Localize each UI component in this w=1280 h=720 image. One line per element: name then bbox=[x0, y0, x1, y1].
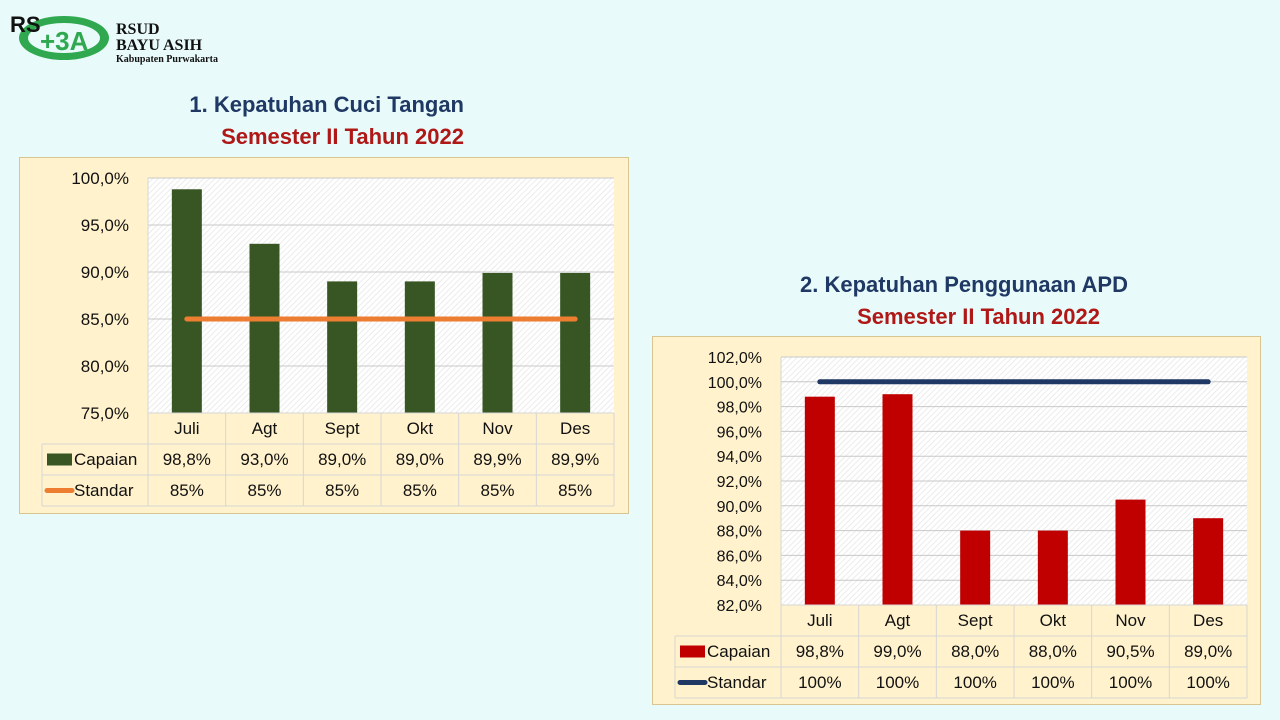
chart2-ytick-label: 84,0% bbox=[717, 573, 762, 590]
chart2-standar-value: 100% bbox=[876, 673, 919, 692]
chart1-ytick-label: 100,0% bbox=[71, 169, 129, 188]
chart1-capaian-value: 98,8% bbox=[163, 450, 211, 469]
chart1-bar-nov bbox=[482, 272, 513, 413]
chart2-standar-value: 100% bbox=[1031, 673, 1074, 692]
chart1-bar-juli bbox=[171, 189, 202, 413]
chart2-ytick-label: 96,0% bbox=[717, 424, 762, 441]
chart1-legend-capaian-swatch bbox=[47, 453, 72, 466]
chart1-plot-area bbox=[148, 178, 614, 413]
chart1-ytick-label: 80,0% bbox=[81, 357, 129, 376]
chart2-capaian-value: 88,0% bbox=[951, 642, 999, 661]
chart1-subtitle: Semester II Tahun 2022 bbox=[221, 124, 464, 149]
chart1-legend-standar-label: Standar bbox=[74, 481, 134, 500]
chart2-ytick-label: 94,0% bbox=[717, 449, 762, 466]
logo-line2: BAYU ASIH bbox=[116, 37, 203, 54]
svg-text:+3A: +3A bbox=[40, 26, 89, 56]
chart1-legend-capaian-label: Capaian bbox=[74, 450, 137, 469]
chart2-legend-capaian-swatch bbox=[680, 645, 705, 658]
chart1-category-label: Nov bbox=[482, 419, 513, 438]
chart1-ytick-label: 90,0% bbox=[81, 263, 129, 282]
chart2-standar-value: 100% bbox=[1109, 673, 1152, 692]
hospital-logo: RS +3A RSUD BAYU ASIH Kabupaten Purwakar… bbox=[6, 10, 236, 65]
chart2-panel: 82,0% 84,0% 86,0% 88,0% 90,0% 92,0% 94,0% 96,0%… bbox=[652, 336, 1261, 705]
chart2-bar-sept bbox=[960, 530, 991, 605]
chart2-category-label: Agt bbox=[885, 611, 911, 630]
chart2-category-label: Des bbox=[1193, 611, 1223, 630]
chart1-standar-value: 85% bbox=[480, 481, 514, 500]
chart2-ytick-label: 90,0% bbox=[717, 499, 762, 516]
chart1-category-label: Okt bbox=[407, 419, 434, 438]
chart2-ytick-label: 82,0% bbox=[717, 598, 762, 615]
chart2-capaian-value: 99,0% bbox=[873, 642, 921, 661]
chart2-svg: 82,0% 84,0% 86,0% 88,0% 90,0% 92,0% 94,0% 96,0%… bbox=[674, 350, 1248, 699]
chart2-ytick-label: 100,0% bbox=[708, 375, 762, 392]
chart1-bar-sept bbox=[327, 281, 358, 413]
logo-line1: RSUD bbox=[116, 21, 160, 38]
chart1-standar-value: 85% bbox=[325, 481, 359, 500]
chart2-standar-value: 100% bbox=[798, 673, 841, 692]
chart2-ytick-label: 92,0% bbox=[717, 474, 762, 491]
chart2-bar-juli bbox=[804, 396, 835, 605]
chart1-standar-value: 85% bbox=[247, 481, 281, 500]
chart1-bar-des bbox=[560, 272, 591, 413]
chart1-standar-value: 85% bbox=[558, 481, 592, 500]
chart2-standar-value: 100% bbox=[953, 673, 996, 692]
chart2-legend-standar-label: Standar bbox=[707, 673, 767, 692]
chart1-standar-value: 85% bbox=[403, 481, 437, 500]
chart1-bar-okt bbox=[404, 281, 435, 413]
chart2-capaian-value: 90,5% bbox=[1106, 642, 1154, 661]
chart1-title: 1. Kepatuhan Cuci Tangan bbox=[189, 92, 464, 117]
chart1-standar-value: 85% bbox=[170, 481, 204, 500]
chart1-capaian-value: 89,0% bbox=[318, 450, 366, 469]
chart1-capaian-value: 93,0% bbox=[240, 450, 288, 469]
chart2-category-label: Okt bbox=[1040, 611, 1067, 630]
chart2-bar-agt bbox=[882, 394, 913, 605]
chart2-ytick-label: 98,0% bbox=[717, 400, 762, 417]
chart2-bar-nov bbox=[1115, 499, 1146, 605]
chart1-ytick-label: 95,0% bbox=[81, 216, 129, 235]
logo-line3: Kabupaten Purwakarta bbox=[116, 54, 218, 65]
chart1-category-label: Des bbox=[560, 419, 590, 438]
chart1-ytick-label: 75,0% bbox=[81, 404, 129, 423]
chart2-capaian-value: 98,8% bbox=[796, 642, 844, 661]
chart2-standar-value: 100% bbox=[1186, 673, 1229, 692]
chart2-ytick-label: 86,0% bbox=[717, 548, 762, 565]
chart2-legend-capaian-label: Capaian bbox=[707, 642, 770, 661]
chart2-subtitle: Semester II Tahun 2022 bbox=[857, 304, 1100, 329]
chart1-ytick-label: 85,0% bbox=[81, 310, 129, 329]
logo-emblem-icon: RS +3A bbox=[10, 12, 109, 60]
chart2-bar-des bbox=[1193, 518, 1224, 605]
chart2-ytick-label: 102,0% bbox=[708, 350, 762, 367]
chart1-category-label: Juli bbox=[174, 419, 200, 438]
chart1-svg: 75,0% 80,0% 85,0% 90,0% 95,0% 100,0% Juli Agt Se… bbox=[41, 169, 615, 507]
chart2-title: 2. Kepatuhan Penggunaan APD bbox=[799, 272, 1128, 297]
chart1-capaian-value: 89,0% bbox=[396, 450, 444, 469]
chart2-category-label: Juli bbox=[807, 611, 833, 630]
chart1-category-label: Sept bbox=[325, 419, 360, 438]
chart2-category-label: Sept bbox=[958, 611, 993, 630]
chart2-capaian-value: 89,0% bbox=[1184, 642, 1232, 661]
logo-text: RSUD BAYU ASIH Kabupaten Purwakarta bbox=[116, 22, 218, 66]
chart1-capaian-value: 89,9% bbox=[551, 450, 599, 469]
chart1-capaian-value: 89,9% bbox=[473, 450, 521, 469]
chart2-ytick-label: 88,0% bbox=[717, 524, 762, 541]
svg-text:RS: RS bbox=[10, 12, 41, 37]
chart2-category-label: Nov bbox=[1115, 611, 1146, 630]
chart1-category-label: Agt bbox=[252, 419, 278, 438]
chart1-panel: 75,0% 80,0% 85,0% 90,0% 95,0% 100,0% Juli Agt Se… bbox=[19, 157, 629, 514]
chart2-capaian-value: 88,0% bbox=[1029, 642, 1077, 661]
chart1-bar-agt bbox=[249, 243, 280, 413]
chart2-bar-okt bbox=[1037, 530, 1068, 605]
